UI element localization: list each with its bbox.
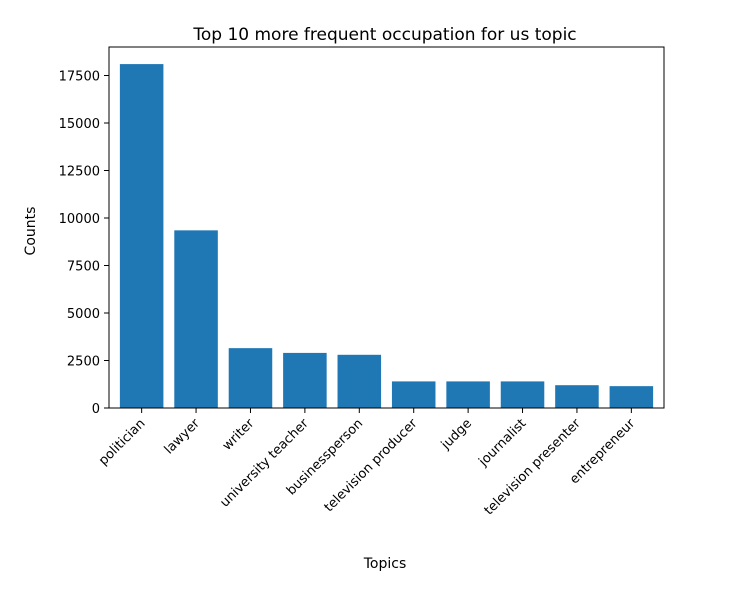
x-axis-label: Topics [363, 556, 407, 572]
bar-university-teacher [283, 352, 327, 408]
chart-title: Top 10 more frequent occupation for us t… [192, 25, 576, 45]
y-tick-label: 7500 [67, 260, 100, 275]
y-tick-label: 0 [92, 402, 100, 417]
bar-businessperson [337, 354, 382, 408]
y-tick-label: 12500 [59, 165, 100, 180]
bar-entrepreneur [609, 386, 654, 408]
bar-judge [446, 381, 490, 408]
y-tick-label: 2500 [67, 355, 100, 370]
x-tick-label: judge [438, 416, 475, 453]
y-tick-label: 5000 [67, 307, 100, 322]
y-tick-label: 15000 [59, 117, 100, 132]
y-axis-label: Counts [23, 207, 39, 256]
y-tick-label: 10000 [59, 212, 100, 227]
bar-writer [228, 348, 273, 408]
x-tick-label: writer [220, 416, 258, 454]
x-tick-label: television producer [322, 416, 421, 515]
bars-group [119, 64, 654, 408]
bar-politician [119, 64, 164, 408]
x-tick-label: journalist [475, 416, 529, 470]
bar-journalist [500, 381, 545, 408]
bar-television-presenter [555, 385, 599, 408]
x-tick-label: politician [96, 416, 148, 468]
bar-television-producer [391, 381, 436, 408]
y-axis: 0 2500 5000 7500 10000 12500 15000 17500 [59, 70, 109, 417]
x-tick-label: television presenter [482, 416, 585, 519]
x-tick-label: lawyer [162, 416, 204, 458]
y-tick-label: 17500 [59, 70, 100, 85]
bar-lawyer [174, 230, 218, 408]
plot-frame [108, 46, 665, 409]
